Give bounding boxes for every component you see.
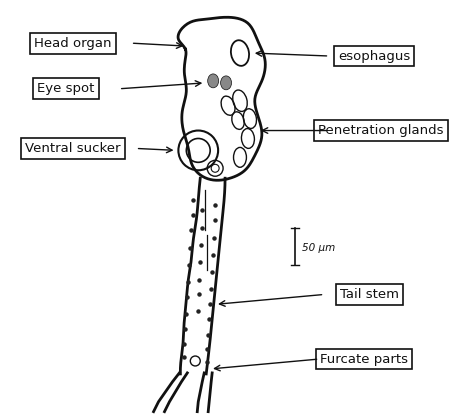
Text: Head organ: Head organ [34, 37, 112, 50]
Text: esophagus: esophagus [338, 50, 410, 63]
Ellipse shape [208, 74, 219, 88]
Ellipse shape [220, 76, 231, 90]
Polygon shape [154, 373, 187, 412]
Polygon shape [180, 178, 225, 374]
Text: Tail stem: Tail stem [339, 288, 399, 301]
Text: Penetration glands: Penetration glands [319, 124, 444, 137]
Polygon shape [197, 373, 212, 412]
Text: Furcate parts: Furcate parts [320, 352, 408, 365]
Text: Ventral sucker: Ventral sucker [25, 142, 121, 155]
Polygon shape [178, 17, 265, 180]
Text: 50 μm: 50 μm [301, 243, 335, 253]
Text: Eye spot: Eye spot [37, 82, 95, 95]
